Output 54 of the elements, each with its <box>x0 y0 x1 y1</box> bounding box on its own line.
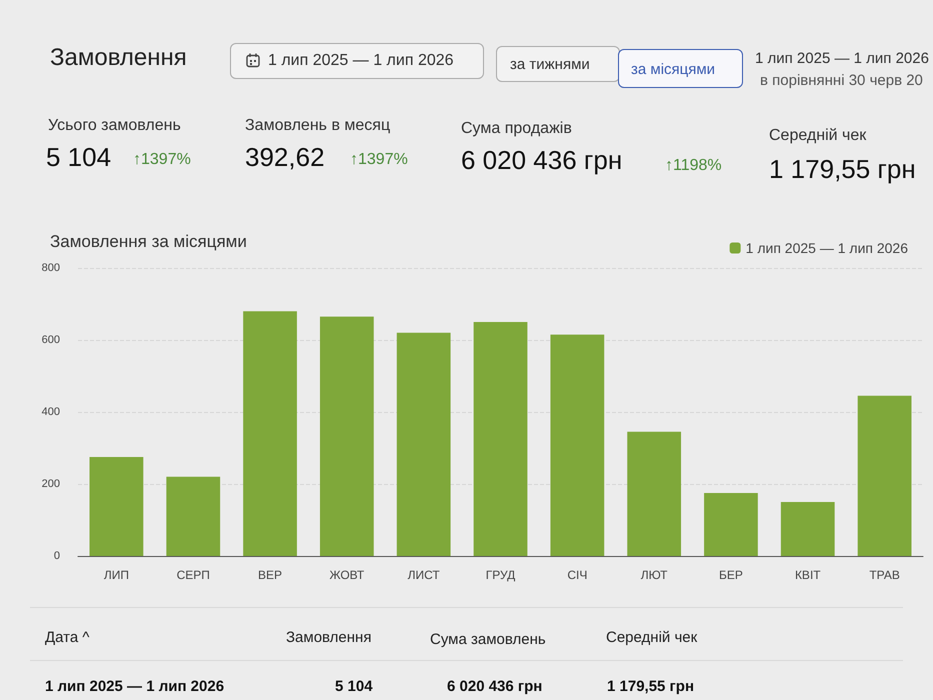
text: 6 020 436 грн <box>447 678 542 695</box>
bar <box>320 316 374 556</box>
bar <box>627 432 682 556</box>
text: Замовлень в месяц <box>245 117 390 135</box>
text: ↑1198% <box>665 157 722 175</box>
y-tick-label: 200 <box>42 478 60 490</box>
text: в порівнянні 30 черв 20 <box>760 72 923 89</box>
text: Замовлення <box>50 44 187 72</box>
x-tick-label: СІЧ <box>567 568 588 582</box>
text: Середній чек <box>769 127 866 145</box>
x-tick-label: ГРУД <box>486 568 516 582</box>
x-tick-label: БЕР <box>719 568 743 582</box>
text: Сума продажів <box>461 120 572 138</box>
text: Усього замовлень <box>48 117 181 135</box>
text: ↑1397% <box>133 151 191 169</box>
y-tick-label: 0 <box>54 550 60 562</box>
chart-title: Замовлення за місяцями <box>50 232 247 251</box>
bar <box>550 334 604 556</box>
bar <box>858 396 912 556</box>
bar <box>780 502 835 556</box>
y-tick-label: 800 <box>42 262 60 274</box>
text: 1 179,55 грн <box>607 678 694 695</box>
text: Сума замовлень <box>430 631 546 648</box>
x-tick-label: ТРАВ <box>869 568 900 582</box>
bar <box>396 332 451 556</box>
text: 1 лип 2025 — 1 лип 2026 <box>45 678 224 695</box>
text: 1 лип 2025 — 1 лип 2026 <box>268 52 454 70</box>
text: Середній чек <box>606 629 698 646</box>
x-tick-label: ЖОВТ <box>330 568 365 582</box>
text: 5 104 <box>335 678 373 695</box>
text: Замовлення <box>286 629 372 646</box>
text: Дата ^ <box>45 629 90 646</box>
legend-label: 1 лип 2025 — 1 лип 2026 <box>746 240 908 256</box>
text: 6 020 436 грн <box>461 145 622 176</box>
y-tick-label: 600 <box>42 334 60 346</box>
bar <box>704 493 758 556</box>
text: за місяцями <box>631 61 716 78</box>
text: за тижнями <box>510 56 590 73</box>
x-tick-label: ВЕР <box>258 568 282 582</box>
bar <box>166 476 220 556</box>
x-tick-label: ЛИП <box>104 568 129 582</box>
x-tick-label: СЕРП <box>176 568 210 582</box>
x-tick-label: ЛИСТ <box>408 568 440 582</box>
y-tick-label: 400 <box>42 406 60 418</box>
text: 392,62 <box>245 142 325 173</box>
x-tick-label: КВІТ <box>794 568 822 582</box>
bar <box>90 457 144 556</box>
text: 1 лип 2025 — 1 лип 2026 <box>755 50 929 67</box>
text: 5 104 <box>46 142 112 173</box>
x-tick-label: ЛЮТ <box>640 568 668 582</box>
bar <box>474 322 528 556</box>
bar <box>243 311 297 556</box>
text: ↑1397% <box>350 151 408 169</box>
text: 1 179,55 грн <box>769 154 916 185</box>
